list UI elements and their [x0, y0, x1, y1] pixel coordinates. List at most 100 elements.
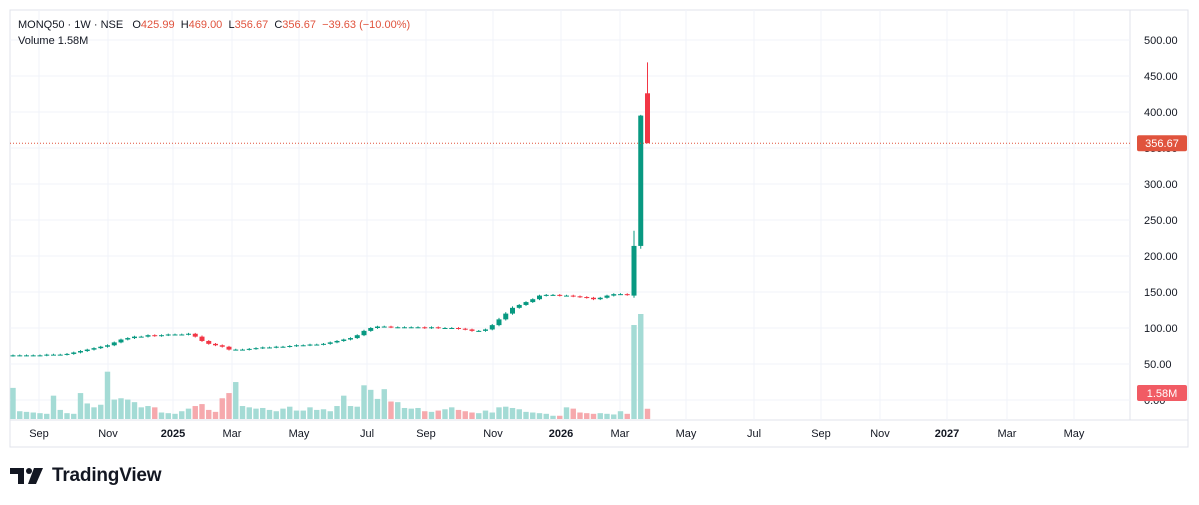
candle-body — [294, 345, 299, 347]
candle-body — [233, 349, 239, 351]
candle-body — [321, 343, 326, 345]
candle-body — [226, 346, 232, 350]
candle-body — [118, 339, 124, 343]
volume-bar — [530, 412, 536, 419]
candle-body — [516, 304, 522, 308]
price-chart[interactable]: 500.00450.00400.00350.00300.00250.00200.… — [0, 0, 1199, 452]
time-tick-label: Sep — [811, 428, 831, 440]
candle-body — [456, 328, 461, 329]
candle-body — [132, 336, 137, 339]
candle-body — [260, 347, 266, 349]
candle-body — [300, 345, 306, 347]
candle-body — [577, 296, 583, 298]
volume-bar — [111, 399, 117, 419]
volume-bar — [422, 411, 428, 419]
volume-bar — [482, 410, 489, 419]
last-price-label: 356.67 — [1145, 138, 1179, 150]
candle-body — [30, 355, 36, 357]
volume-bar — [557, 415, 563, 419]
candle-body — [597, 297, 603, 300]
volume-bar — [455, 409, 462, 419]
volume-bar — [77, 393, 84, 419]
volume-bar — [516, 409, 522, 419]
volume-bar — [71, 413, 77, 419]
candle-body — [44, 354, 50, 356]
candle-body — [624, 294, 630, 296]
candle-body — [199, 336, 205, 341]
candle-body — [354, 335, 360, 339]
volume-bar — [138, 407, 144, 419]
tradingview-logo[interactable]: TradingView — [10, 464, 162, 488]
volume-bar — [496, 407, 502, 419]
volume-bar — [84, 403, 90, 419]
price-tick-label: 150.00 — [1144, 287, 1178, 299]
volume-bar — [104, 371, 111, 419]
candle-body — [496, 319, 502, 326]
time-tick-label: Jul — [747, 428, 761, 440]
candle-body — [341, 339, 347, 341]
candle-body — [395, 327, 401, 329]
volume-bar — [395, 402, 401, 419]
candle-body — [64, 353, 70, 355]
candle-body — [503, 313, 509, 320]
candle-body — [543, 294, 549, 296]
candle-body — [476, 330, 482, 332]
candle-body — [98, 346, 104, 349]
volume-bar — [314, 409, 320, 419]
time-axis: Sep Nov 2025 Mar May Jul Sep Nov 2026 Mar May Jul Se… — [29, 428, 1085, 440]
separator-dot: · — [93, 19, 101, 31]
low-label: L — [228, 19, 235, 31]
price-tick-label: 200.00 — [1144, 251, 1178, 263]
candle-body — [280, 346, 286, 348]
candle-body — [469, 329, 475, 331]
price-tick-label: 50.00 — [1144, 359, 1172, 371]
time-tick-label: May — [676, 428, 697, 440]
candle-body — [111, 342, 117, 346]
candle-body — [314, 344, 320, 346]
volume-bar — [604, 413, 610, 419]
volume-bar — [327, 411, 333, 419]
symbol-name[interactable]: MONQ50 — [18, 19, 65, 31]
interval-label[interactable]: 1W — [74, 19, 91, 31]
candle-body — [415, 327, 421, 329]
volume-bar — [185, 408, 192, 419]
candle-body — [429, 327, 434, 329]
candle-body — [192, 333, 198, 337]
time-tick-label: Nov — [483, 428, 503, 440]
volume-bar — [624, 413, 630, 419]
symbol-legend: MONQ50 · 1W · NSE O425.99 H469.00 L356.6… — [18, 17, 410, 33]
candle-body — [159, 335, 164, 337]
candle-body — [17, 355, 23, 357]
price-tick-label: 250.00 — [1144, 215, 1178, 227]
volume-bar — [638, 314, 644, 419]
tradingview-logo-text: TradingView — [52, 465, 162, 486]
candle-body — [219, 345, 225, 347]
candle-body — [570, 295, 576, 297]
candle-body — [348, 338, 353, 340]
candle-body — [179, 334, 185, 336]
volume-bar — [341, 395, 347, 419]
exchange-label: NSE — [100, 19, 124, 31]
last-volume-label: 1.58M — [1147, 388, 1178, 400]
volume-bar — [30, 412, 36, 419]
volume-bar — [449, 407, 455, 419]
volume-bar — [415, 407, 421, 419]
volume-bar — [307, 407, 313, 419]
time-tick-label: Mar — [223, 428, 242, 440]
candle-body — [307, 344, 313, 346]
chart-area[interactable]: 500.00450.00400.00350.00300.00250.00200.… — [0, 0, 1199, 452]
volume-bar — [10, 387, 16, 419]
volume-bar — [253, 408, 259, 419]
volume-bar — [206, 409, 212, 419]
candle-body — [78, 351, 83, 353]
volume-label[interactable]: Volume — [18, 35, 55, 47]
volume-bar — [287, 406, 293, 419]
low-value: 356.67 — [234, 19, 269, 31]
candle-body — [213, 343, 218, 346]
time-tick-label: 2025 — [161, 428, 185, 440]
candle-body — [267, 347, 272, 349]
volume-bar — [179, 411, 185, 419]
volume-bar — [300, 410, 306, 419]
candle-body — [10, 355, 16, 357]
volume-bar — [273, 411, 279, 419]
